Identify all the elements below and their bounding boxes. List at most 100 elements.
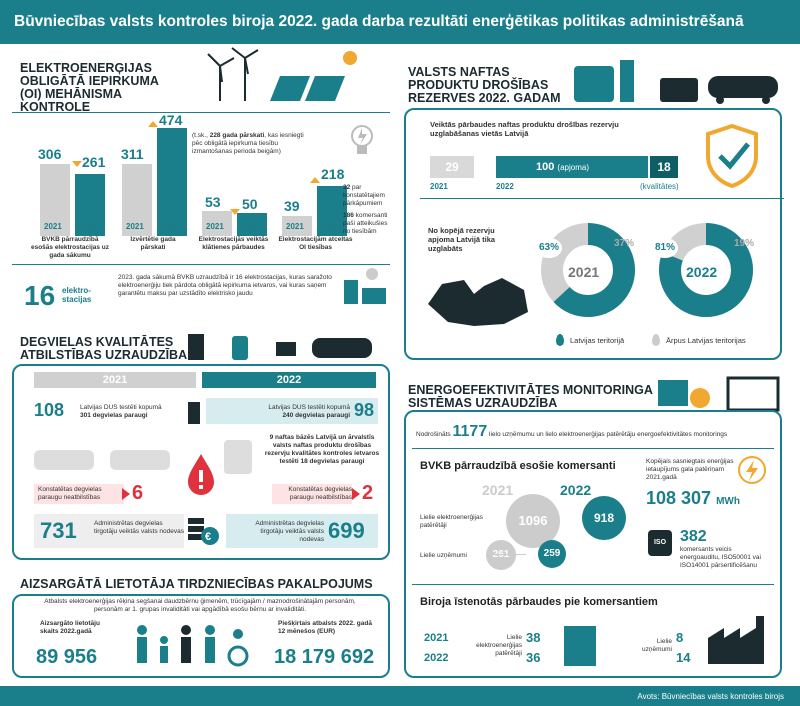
nonconf-2021-bg bbox=[34, 484, 124, 504]
lightbulb-icon bbox=[351, 125, 373, 154]
donut-2021-in: 63% bbox=[536, 238, 562, 258]
oi-note-186: 186 komersanti paši atteikušies no tiesī… bbox=[343, 212, 388, 235]
insp-big-cos-label: Lielie uzņēmumi bbox=[642, 638, 672, 653]
oi-g2-label: Izvērtētie gada pārskati bbox=[130, 236, 176, 251]
admin-2021-num: 731 bbox=[40, 518, 77, 543]
donut-2022-in: 81% bbox=[652, 238, 678, 258]
nonconf-2022-arrow-icon bbox=[352, 488, 360, 500]
oi-year-2022-g2: 2022 bbox=[160, 222, 178, 231]
oi-g2-2022: 474 bbox=[159, 112, 183, 128]
oi-note: (t.sk., 228 gada pārskati, kas iesniegti… bbox=[192, 132, 304, 155]
oi-year-2021-g4: 2021 bbox=[286, 222, 304, 231]
fuel-year-2021: 2021 bbox=[34, 372, 196, 388]
oil-year-2022: 2022 bbox=[496, 182, 514, 191]
legend-out-label: Ārpus Latvijas teritorijas bbox=[666, 336, 746, 345]
oil-checks-2022-quality: 18 bbox=[650, 156, 678, 178]
eff-big-users-label: Lielie elektroenerģijas patērētāji bbox=[420, 514, 483, 529]
fuel-tested-2022-text: Latvijas DUS testēti kopumā 240 degvielas… bbox=[268, 404, 350, 419]
oi-g3-2022: 50 bbox=[242, 196, 258, 212]
insp-year-2021: 2021 bbox=[424, 632, 449, 644]
donut-2022-out: 19% bbox=[734, 238, 755, 249]
oil-panel bbox=[404, 108, 782, 360]
eff-inspect-title: Biroja īstenotās pārbaudes pie komersant… bbox=[420, 596, 658, 608]
power-plant-icon bbox=[344, 268, 386, 304]
insp-bu-2021: 38 bbox=[526, 630, 541, 645]
oi-g2-2021: 311 bbox=[121, 146, 144, 162]
monitoring-icons bbox=[658, 376, 780, 412]
donut-2021-out: 37% bbox=[614, 238, 635, 249]
insp-year-2022: 2022 bbox=[424, 652, 449, 664]
admin-2022-bg bbox=[226, 514, 378, 548]
shield-check-icon bbox=[706, 123, 758, 188]
eff-year-2021: 2021 bbox=[482, 482, 514, 498]
fuel-icons bbox=[188, 334, 372, 360]
eff-year-2022: 2022 bbox=[560, 482, 592, 498]
oi-year-2022-g4: 2022 bbox=[320, 222, 338, 231]
eff-panel bbox=[404, 410, 782, 678]
oi-g4-2022: 218 bbox=[321, 166, 345, 182]
oi-year-2022-g3: 2022 bbox=[240, 222, 258, 231]
red-drop-icon bbox=[188, 454, 214, 495]
oi-year-2021-g2: 2021 bbox=[126, 222, 144, 231]
latvia-map-icon bbox=[428, 278, 528, 326]
admin-2021-bg bbox=[34, 514, 184, 548]
iso-badge-icon: ISO bbox=[648, 530, 672, 556]
eff-bc-2022: 259 bbox=[538, 540, 566, 568]
donut-2022 bbox=[659, 223, 753, 317]
oi-g3-label: Elektrostacijās veiktās klātienes pārbau… bbox=[198, 236, 269, 251]
fuel-tested-2022-bg bbox=[206, 398, 378, 424]
fuel-pump-icon bbox=[188, 402, 200, 424]
protected-panel bbox=[12, 594, 390, 678]
footer-source: Avots: Būvniecības valsts kontroles biro… bbox=[637, 692, 784, 701]
oil-checks-2021: 29 bbox=[430, 156, 474, 178]
canister-icon bbox=[224, 440, 252, 474]
oi-stations-text: 2023. gada sākumā BVKB uzraudzībā ir 16 … bbox=[118, 274, 332, 297]
oi-g4-trend-icon bbox=[310, 170, 320, 188]
oi-title: ELEKTROENERĢIJAS OBLIGĀTĀ IEPIRKUMA (OI)… bbox=[20, 61, 159, 114]
footer-bar bbox=[0, 686, 800, 706]
fuel-year-2022: 2022 bbox=[202, 372, 376, 388]
insp-bc-2022: 14 bbox=[676, 650, 691, 665]
fuel-bases-text: 9 naftas bāzēs Latvijā un ārvalstīs vals… bbox=[264, 434, 380, 465]
oi-g1-label: BVKB pārraudzībā esošās elektrostacijas … bbox=[30, 236, 110, 259]
nonconf-2021-num: 6 bbox=[132, 482, 144, 504]
fuel-tested-2021-text: Latvijas DUS testēti kopumā 301 degvielas… bbox=[80, 404, 162, 419]
cars-icon bbox=[34, 450, 170, 470]
insp-bc-2021: 8 bbox=[676, 630, 684, 645]
oil-title: VALSTS NAFTAS PRODUKTU DROŠĪBAS REZERVES… bbox=[408, 65, 561, 105]
nonconf-2021-arrow-icon bbox=[122, 488, 130, 500]
legend-in-drop-icon bbox=[556, 334, 564, 346]
nonconf-2022-num: 2 bbox=[362, 482, 374, 504]
oi-g1-trend-icon bbox=[72, 154, 82, 172]
fuel-tested-2022-num: 98 bbox=[354, 400, 375, 420]
oil-checks-2022-volume: 100 (apjoma) bbox=[496, 156, 648, 178]
oil-year-2021: 2021 bbox=[430, 182, 448, 191]
oi-note-32: 32 par konstatētajiem pārkāpumiem bbox=[343, 184, 385, 207]
fuel-panel bbox=[12, 364, 390, 560]
admin-2022-text: Administrētas degvielas tirgotāju veiktā… bbox=[255, 520, 324, 543]
eff-audit-text: komersants veicis energoauditu, ISO50001… bbox=[680, 546, 761, 569]
eff-bu-2022: 918 bbox=[582, 496, 626, 540]
nonconf-2022-label: Konstatētas degvielas paraugu neatbilstī… bbox=[288, 486, 352, 501]
eff-sub: BVKB pārraudzībā esošie komersanti bbox=[420, 460, 616, 472]
oi-g4-2021: 39 bbox=[284, 198, 300, 214]
oil-quality-label: (kvalitātes) bbox=[640, 182, 679, 191]
oil-share-text: No kopējā rezervju apjoma Latvijā tika u… bbox=[428, 226, 496, 253]
fuel-tested-2021-num: 108 bbox=[34, 400, 65, 420]
protected-funds: 18 179 692 bbox=[274, 646, 375, 668]
oi-g4-label: Elektrostacijām atceltas OI tiesības bbox=[278, 236, 353, 251]
page-title-text: Būvniecības valsts kontroles biroja 2022… bbox=[14, 13, 744, 30]
eff-savings-label: Kopējais sasniegtais enerģijas ietaupīju… bbox=[646, 458, 734, 481]
oi-year-2021-g1: 2021 bbox=[44, 222, 62, 231]
legend-in-label: Latvijas teritorijā bbox=[570, 336, 625, 345]
protected-count-label: Aizsargāto lietotāju skaits 2022.gadā bbox=[40, 620, 100, 635]
oi-year-2021-g3: 2021 bbox=[206, 222, 224, 231]
protected-title: AIZSARGĀTĀ LIETOTĀJA TIRDZNIECĪBAS PAKAL… bbox=[20, 577, 373, 591]
eff-audit-num: 382 bbox=[680, 528, 707, 545]
wind-solar-icon bbox=[207, 47, 357, 101]
nonconf-2022-bg bbox=[272, 484, 352, 504]
donut-2021 bbox=[541, 223, 635, 317]
family-icons bbox=[137, 625, 249, 667]
eff-bc-2021: 261 bbox=[486, 540, 516, 570]
oi-g2-trend-icon bbox=[148, 114, 158, 132]
